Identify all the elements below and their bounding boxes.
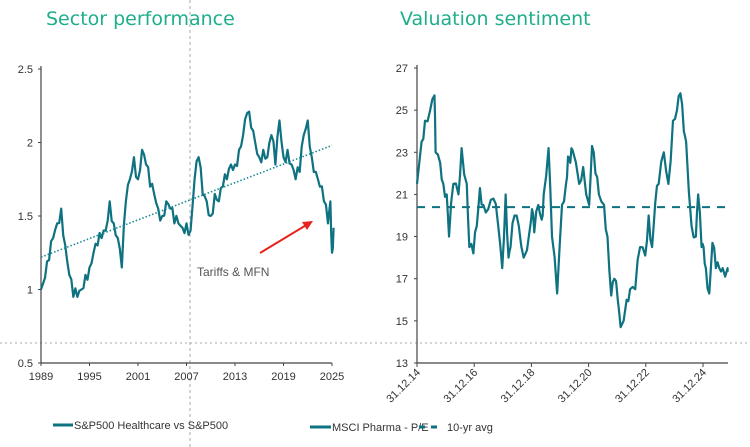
left-chart-title: Sector performance: [46, 8, 235, 30]
left-x-tick-label: 1995: [77, 371, 101, 383]
right-x-tick-label: 31.12.16: [442, 367, 481, 406]
trendline: [40, 144, 333, 258]
right-y-tick-label: 19: [396, 232, 408, 244]
right-x-tick-label: 31.12.20: [556, 367, 595, 406]
right-chart-title: Valuation sentiment: [400, 8, 591, 30]
annotation-arrow: [259, 223, 309, 254]
right-x-tick-label: 31.12.14: [384, 367, 423, 406]
legend-right: MSCI Pharma - P/E 10-yr avg: [310, 422, 493, 434]
left-x-tick-label: 2025: [320, 371, 344, 383]
right-y-tick-label: 27: [396, 63, 408, 75]
legend-left: S&P500 Healthcare vs S&P500: [53, 420, 228, 432]
left-y-tick-label: 1: [27, 285, 33, 297]
right-y-tick-label: 17: [396, 274, 408, 286]
left-y-tick-label: 2: [27, 138, 33, 150]
right-x-tick-label: 31.12.22: [613, 367, 652, 406]
left-y-tick-label: 0.5: [18, 358, 33, 370]
legend-label-avg: 10-yr avg: [447, 422, 493, 434]
line-healthcare-relative: [39, 110, 335, 298]
left-x-tick-label: 2001: [126, 371, 150, 383]
left-x-tick-label: 2019: [271, 371, 295, 383]
left-x-tick-label: 1989: [29, 371, 53, 383]
right-x-tick-label: 31.12.18: [499, 367, 538, 406]
right-x-tick-label: 31.12.24: [670, 367, 709, 406]
right-y-tick-label: 15: [396, 316, 408, 328]
left-y-tick-label: 2.5: [18, 64, 33, 76]
right-y-tick-label: 25: [396, 105, 408, 117]
left-y-tick-label: 1.5: [18, 211, 33, 223]
right-y-tick-label: 21: [396, 189, 408, 201]
legend-label-pe: MSCI Pharma - P/E: [332, 422, 429, 434]
annotation-label: Tariffs & MFN: [197, 265, 269, 279]
right-y-tick-label: 13: [396, 358, 408, 370]
legend-label-healthcare: S&P500 Healthcare vs S&P500: [74, 420, 228, 432]
left-x-tick-label: 2007: [174, 371, 198, 383]
annotation-arrowhead: [302, 221, 313, 230]
left-x-tick-label: 2013: [223, 371, 247, 383]
right-y-tick-label: 23: [396, 147, 408, 159]
line-msci-pharma-pe: [415, 92, 729, 329]
